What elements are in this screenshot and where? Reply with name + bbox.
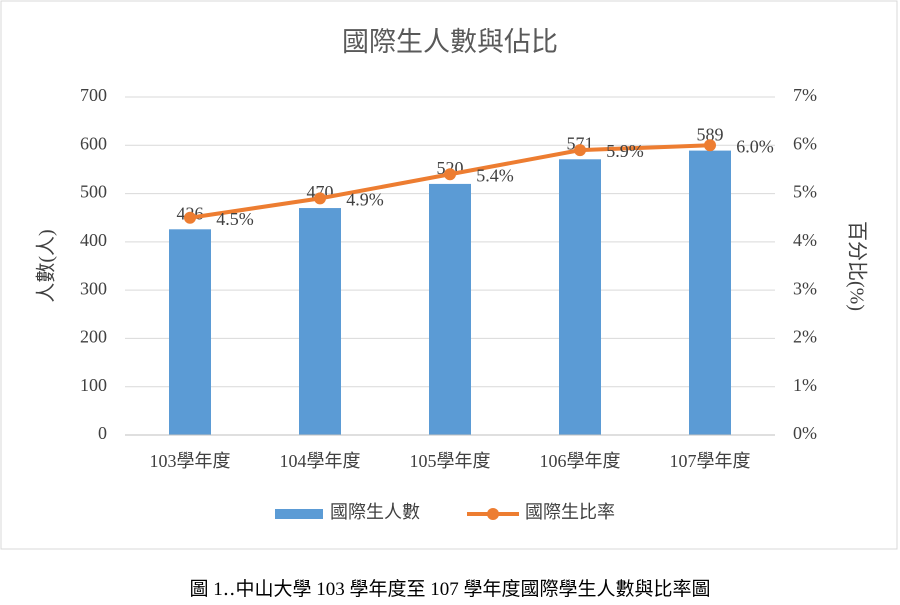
bar	[169, 229, 211, 435]
x-tick-label: 103學年度	[150, 451, 231, 471]
bar	[689, 150, 731, 435]
y2-tick-label: 0%	[793, 423, 817, 443]
y-axis-label: 人數(人)	[35, 229, 58, 302]
legend-label: 國際生比率	[525, 502, 615, 522]
y-tick-label: 200	[80, 327, 107, 347]
y2-axis-label: 百分比(%)	[845, 221, 868, 311]
line-value-label: 4.9%	[346, 190, 384, 210]
line-marker	[444, 168, 456, 181]
line-value-label: 6.0%	[736, 136, 774, 156]
y-tick-label: 400	[80, 230, 107, 250]
legend-marker	[487, 508, 499, 520]
y2-tick-label: 1%	[793, 375, 817, 395]
line-marker	[184, 211, 196, 224]
y2-tick-label: 4%	[793, 230, 817, 250]
x-tick-label: 106學年度	[540, 451, 621, 471]
bar	[299, 208, 341, 435]
y2-tick-label: 3%	[793, 278, 817, 298]
y-tick-label: 300	[80, 278, 107, 298]
y-tick-label: 0	[98, 423, 107, 443]
line-marker	[314, 192, 326, 205]
y-tick-label: 500	[80, 182, 107, 202]
legend-swatch	[275, 509, 323, 519]
line-marker	[704, 139, 716, 152]
y-tick-label: 700	[80, 85, 107, 105]
y-tick-label: 100	[80, 375, 107, 395]
line-value-label: 4.5%	[216, 209, 254, 229]
x-tick-label: 104學年度	[280, 451, 361, 471]
bar	[559, 159, 601, 435]
y2-tick-label: 2%	[793, 327, 817, 347]
line-value-label: 5.4%	[476, 165, 514, 185]
y2-tick-label: 6%	[793, 133, 817, 153]
bar-value-label: 589	[697, 125, 724, 145]
bar	[429, 183, 471, 435]
line-value-label: 5.9%	[606, 141, 644, 161]
legend-label: 國際生人數	[330, 502, 420, 522]
caption: 圖 1‥中山大學 103 學年度至 107 學年度國際學生人數與比率圖	[189, 579, 711, 600]
y2-tick-label: 5%	[793, 182, 817, 202]
x-tick-label: 105學年度	[410, 451, 491, 471]
line-marker	[574, 144, 586, 157]
x-tick-label: 107學年度	[670, 451, 751, 471]
chart-title: 國際生人數與佔比	[342, 27, 558, 57]
y2-tick-label: 7%	[793, 85, 817, 105]
y-tick-label: 600	[80, 133, 107, 153]
chart: 國際生人數與佔比 人數(人) 百分比(%) 0 100 200 300 400 500 60…	[0, 0, 898, 550]
